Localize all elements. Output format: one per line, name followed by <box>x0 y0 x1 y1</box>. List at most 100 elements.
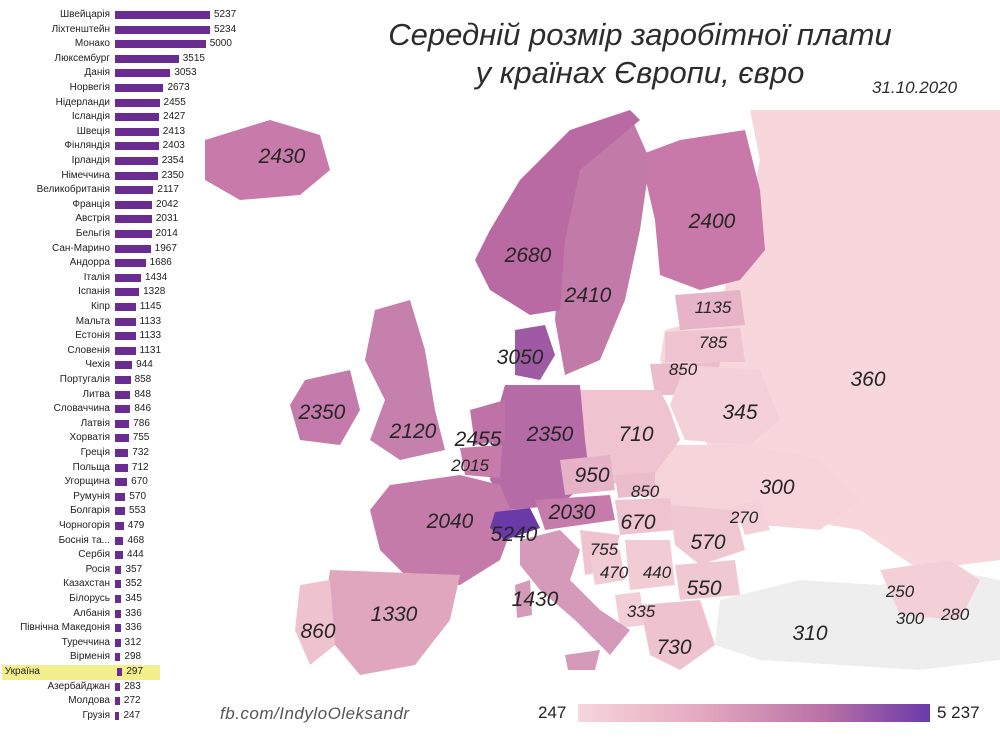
bar-value-label: 786 <box>133 417 150 429</box>
bar-row: Туреччина 312 <box>0 636 230 651</box>
bar-country-label: Угорщина <box>64 476 110 488</box>
bar-row: Німеччина 2350 <box>0 169 230 184</box>
map-value-label-romania: 570 <box>690 531 726 554</box>
bar <box>115 536 124 545</box>
bar-country-label: Сан-Марино <box>52 242 110 254</box>
bar-row: Бельгія 2014 <box>0 227 230 242</box>
bar-country-label: Швейцарія <box>60 9 110 20</box>
region-austria <box>535 495 615 530</box>
region-caucasus <box>880 560 980 620</box>
bar-country-label: Данія <box>84 67 111 79</box>
bar-row: Кіпр 1145 <box>0 300 230 315</box>
bar-row: Швеція 2413 <box>0 125 230 140</box>
region-finland <box>640 130 765 290</box>
bar-value-label: 298 <box>124 651 142 663</box>
bar-row: Боснія та... 468 <box>0 534 230 549</box>
bar-value-label: 1686 <box>149 257 172 269</box>
bar-value-label: 1434 <box>145 271 168 283</box>
bar-row: Азербайджан 283 <box>0 680 230 695</box>
bar <box>115 682 121 691</box>
region-sardinia <box>515 580 532 618</box>
map-value-label-denmark: 3050 <box>496 346 544 369</box>
bar-value-label: 732 <box>132 447 149 458</box>
map-value-label-sweden: 2410 <box>564 284 612 307</box>
bar-value-label: 3515 <box>182 52 205 64</box>
bar <box>115 259 146 268</box>
bar <box>115 84 164 92</box>
bar-country-label: Туреччина <box>61 636 110 648</box>
bar-country-label: Латвія <box>80 417 110 429</box>
bar <box>115 609 122 618</box>
bar-value-label: 479 <box>127 520 145 531</box>
bar-row: Росія 357 <box>0 563 230 578</box>
region-belarus <box>670 365 780 445</box>
page-title: Середній розмір заробітної плати у країн… <box>330 16 950 92</box>
bar <box>115 492 126 501</box>
region-serbia <box>625 540 675 590</box>
map-value-label-ireland: 2350 <box>298 401 346 424</box>
bar-country-label: Мальта <box>75 315 110 327</box>
map-value-label-armenia: 300 <box>895 609 925 628</box>
map-value-label-spain: 1330 <box>370 603 418 626</box>
bar <box>115 11 210 19</box>
map-value-label-uk: 2120 <box>389 420 437 443</box>
bar <box>115 215 152 224</box>
bar-row: Північна Македонія 336 <box>0 621 230 636</box>
bar <box>115 376 131 384</box>
map-value-label-france: 2040 <box>426 510 474 533</box>
date-label: 31.10.2020 <box>872 78 958 97</box>
bar-row: Словаччина 846 <box>0 402 230 417</box>
bar-row: Греція 732 <box>0 446 230 461</box>
bar-country-label: Болгарія <box>70 505 110 517</box>
bar-value-label: 272 <box>123 695 141 707</box>
bar-value-label: 2117 <box>157 184 179 196</box>
bar-value-label: 1967 <box>154 242 177 254</box>
region-romania <box>670 505 745 565</box>
bar <box>115 157 158 165</box>
bar <box>115 40 206 49</box>
bar <box>115 419 130 428</box>
bar-value-label: 444 <box>127 549 144 561</box>
region-belgium <box>460 445 502 478</box>
bar-country-label: Ісландія <box>71 111 110 123</box>
bar-country-label: Албанія <box>73 607 110 619</box>
map-value-label-turkey: 310 <box>792 622 828 645</box>
bar-row: Латвія 786 <box>0 417 230 432</box>
bar-country-label: Молдова <box>68 695 110 707</box>
bar-country-label: Боснія та... <box>58 534 110 546</box>
bar-row: Швейцарія 5237 <box>0 8 236 23</box>
bar-country-label: Норвегія <box>69 82 110 93</box>
bar <box>115 390 131 399</box>
map-value-label-albania: 335 <box>626 602 656 621</box>
bar-value-label: 297 <box>126 666 144 677</box>
region-albania <box>615 592 645 628</box>
bar-country-label: Чорногорія <box>58 520 110 531</box>
bar-value-label: 846 <box>134 403 152 415</box>
bar <box>115 346 136 355</box>
bar-row: Сан-Марино 1967 <box>0 242 230 257</box>
bar-row: Монако 5000 <box>0 37 232 52</box>
map-value-label-ukraine: 300 <box>759 476 795 499</box>
bar-value-label: 5000 <box>209 38 232 50</box>
region-bosnia <box>590 550 625 585</box>
region-sweden <box>555 115 650 375</box>
bar-value-label: 2354 <box>161 155 184 166</box>
region-switzerland <box>490 508 540 540</box>
bar-value-label: 2455 <box>163 96 186 108</box>
map-value-label-slovakia: 850 <box>630 482 660 501</box>
bar-value-label: 336 <box>125 622 142 634</box>
bar-country-label: Фінляндія <box>64 140 110 152</box>
bar-country-label: Північна Македонія <box>20 622 110 634</box>
bar-country-label: Казахстан <box>63 578 110 590</box>
map-value-label-moldova: 270 <box>729 508 759 527</box>
map-value-label-germany: 2350 <box>526 423 574 446</box>
bar <box>115 624 122 633</box>
region-hungary <box>615 498 675 535</box>
bar <box>117 668 123 676</box>
bar-value-label: 570 <box>129 490 147 502</box>
bar-value-label: 345 <box>125 593 142 604</box>
map-value-label-belarus: 345 <box>722 401 758 424</box>
bar <box>115 638 121 647</box>
bar-value-label: 2042 <box>156 198 179 210</box>
bar <box>115 361 133 370</box>
